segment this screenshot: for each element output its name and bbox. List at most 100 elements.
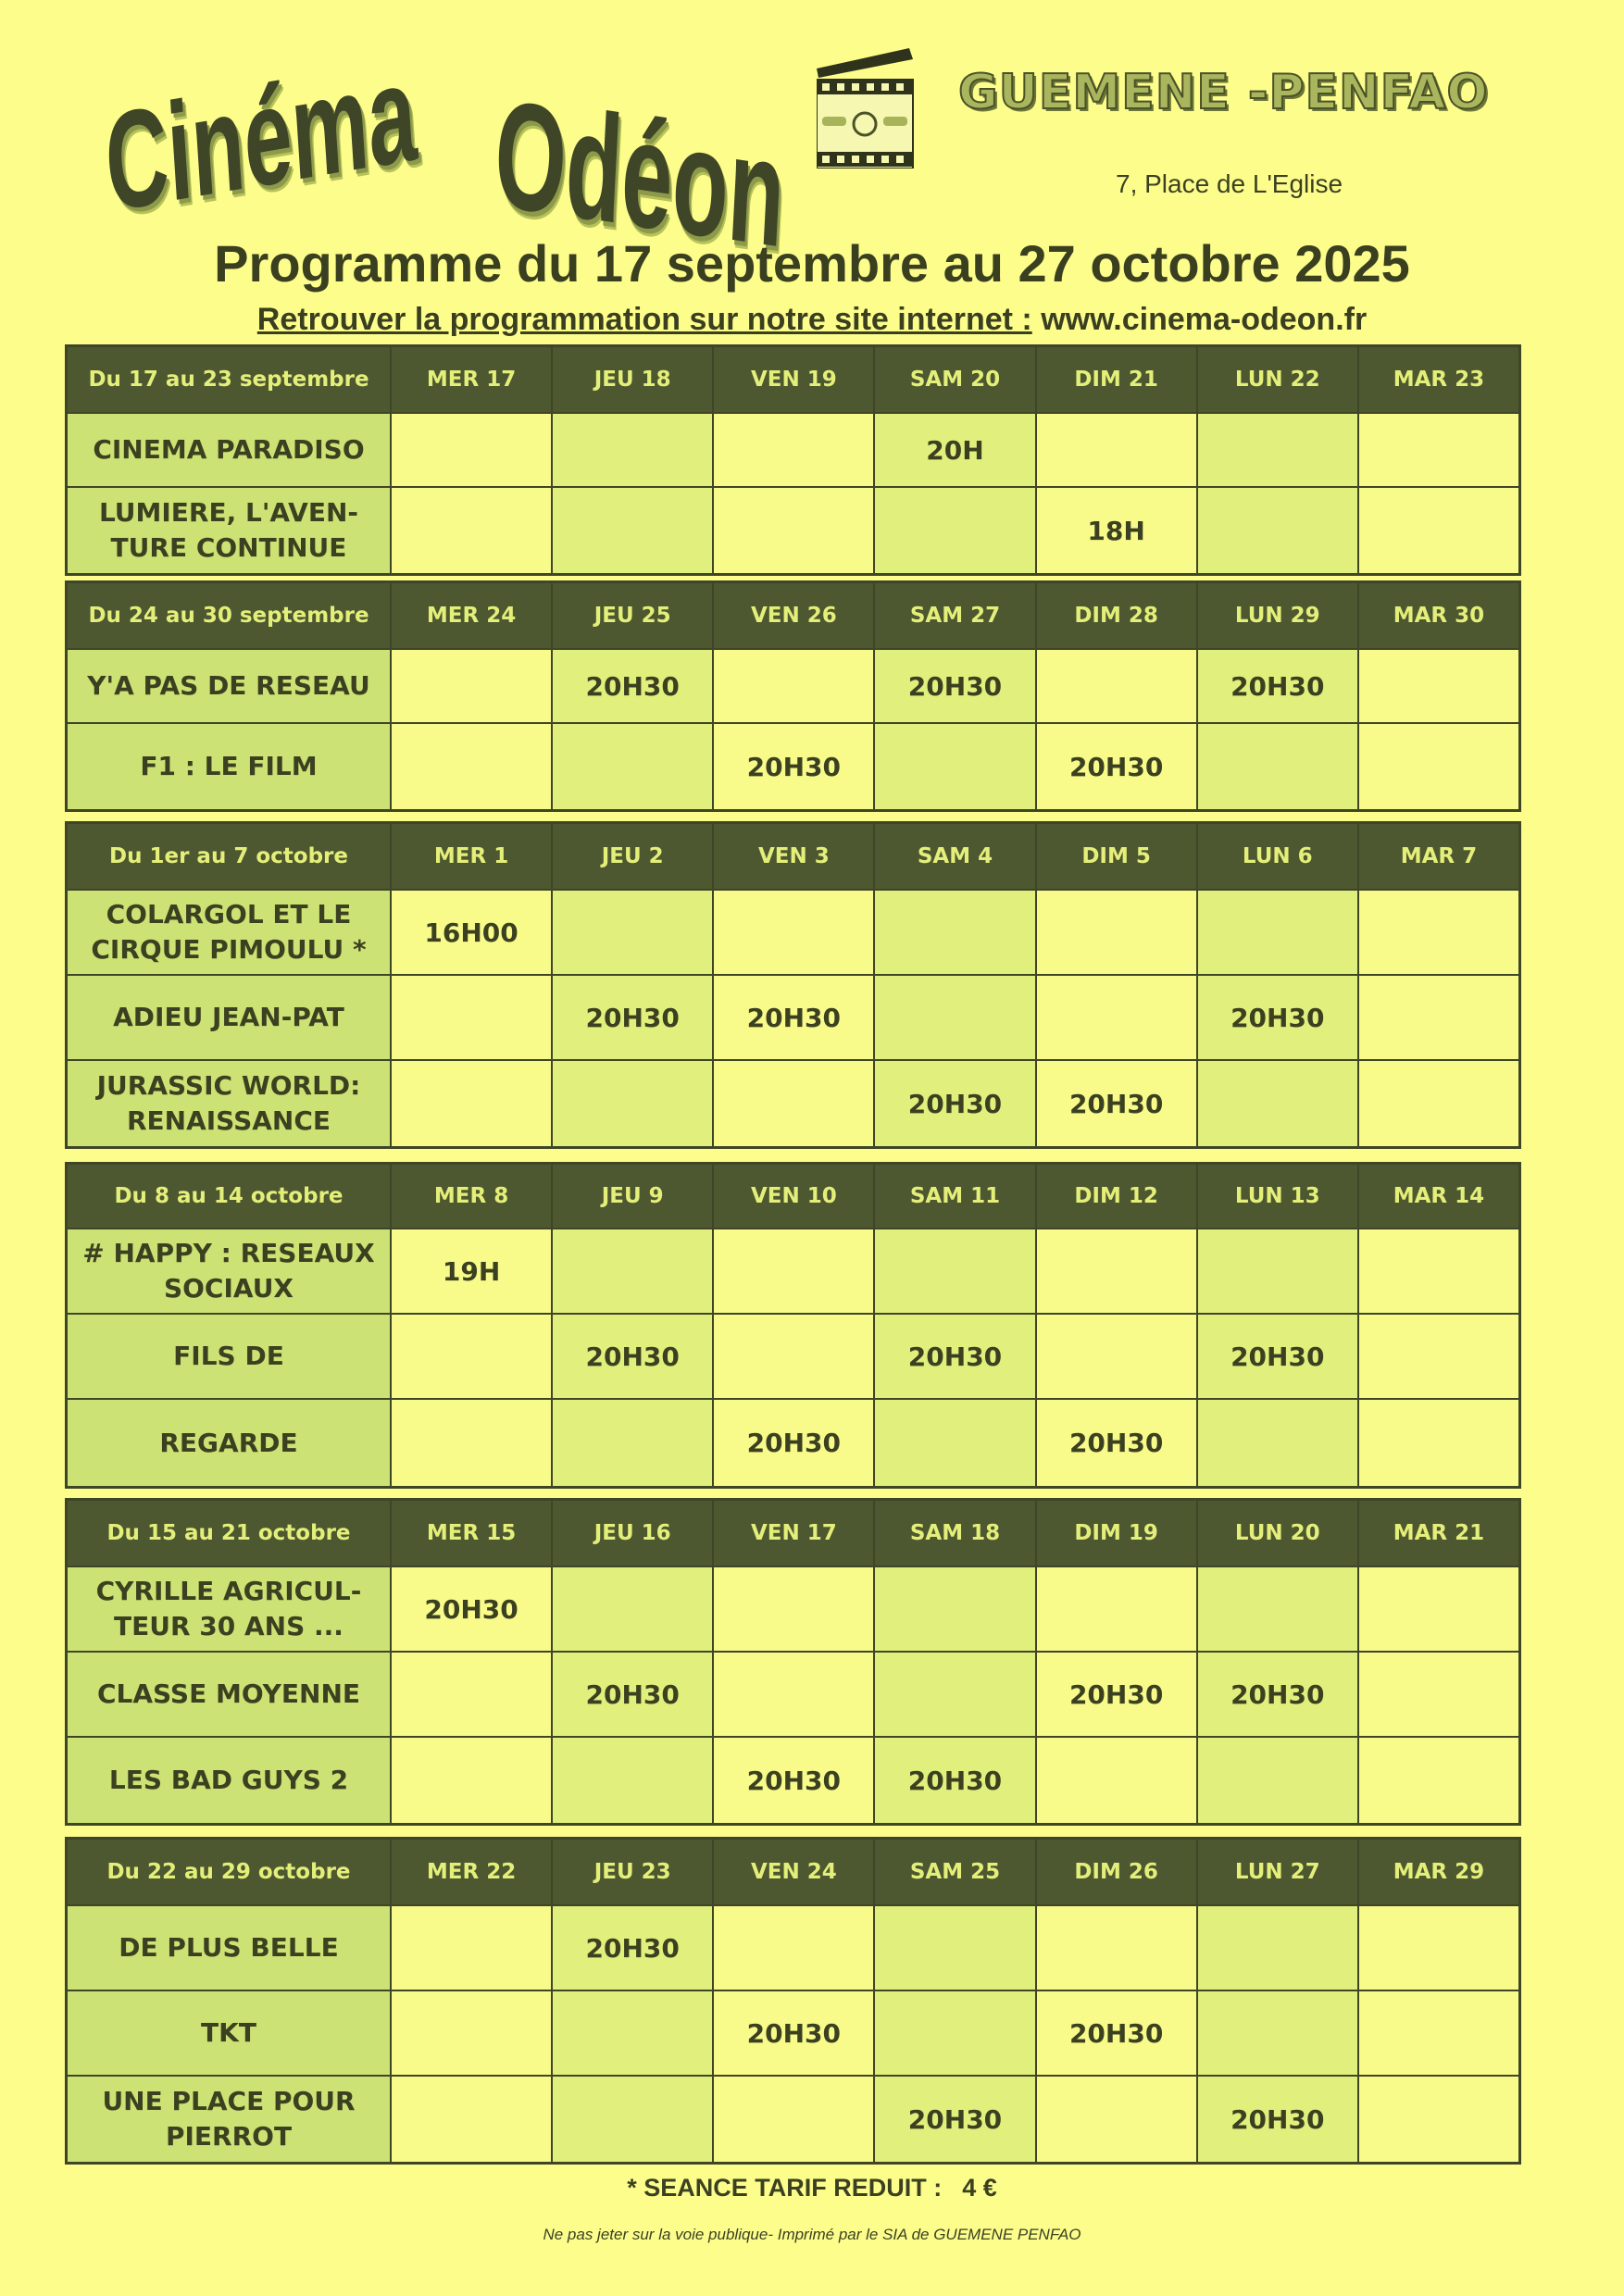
film-title: TKT xyxy=(68,1991,392,2077)
film-title: LUMIERE, L'AVEN- TURE CONTINUE xyxy=(68,488,392,573)
film-row: REGARDE 20H30 20H30 xyxy=(68,1400,1518,1486)
day-header: MER 8 xyxy=(392,1165,554,1229)
week-header-row: Du 8 au 14 octobre MER 8 JEU 9 VEN 10 SAM 11… xyxy=(68,1165,1518,1229)
film-row: TKT 20H30 20H30 xyxy=(68,1991,1518,2077)
film-title: CINEMA PARADISO xyxy=(68,414,392,488)
day-header: JEU 16 xyxy=(553,1501,715,1567)
showtime-cell xyxy=(1197,1567,1359,1653)
day-header: VEN 24 xyxy=(714,1840,876,1906)
showtime-cell xyxy=(392,1400,554,1486)
film-row: UNE PLACE POUR PIERROT 20H30 20H30 xyxy=(68,2077,1518,2162)
film-title: UNE PLACE POUR PIERROT xyxy=(68,2077,392,2162)
showtime-cell: 20H30 xyxy=(714,976,876,1061)
showtime-cell xyxy=(553,414,715,488)
film-row: CINEMA PARADISO 20H xyxy=(68,414,1518,488)
showtime-cell xyxy=(875,1567,1037,1653)
day-header: MAR 21 xyxy=(1358,1501,1518,1567)
day-header: LUN 6 xyxy=(1197,824,1359,891)
film-title: COLARGOL ET LE CIRQUE PIMOULU * xyxy=(68,891,392,976)
showtime-cell xyxy=(714,891,876,976)
day-header: JEU 2 xyxy=(553,824,715,891)
showtime-cell: 20H30 xyxy=(1036,1400,1198,1486)
week-table: Du 17 au 23 septembre MER 17 JEU 18 VEN 19 S… xyxy=(65,344,1521,576)
cinema-logo: Cinéma Odéon xyxy=(101,33,815,279)
showtime-cell xyxy=(553,891,715,976)
showtime-cell: 20H30 xyxy=(875,1315,1037,1400)
showtime-cell xyxy=(392,414,554,488)
showtime-cell xyxy=(1358,414,1518,488)
showtime-cell xyxy=(1358,1229,1518,1315)
showtime-cell: 20H30 xyxy=(1036,1653,1198,1738)
showtime-cell xyxy=(553,488,715,573)
showtime-cell xyxy=(553,1061,715,1146)
film-title: ADIEU JEAN-PAT xyxy=(68,976,392,1061)
day-header: MAR 14 xyxy=(1358,1165,1518,1229)
day-header: SAM 25 xyxy=(875,1840,1037,1906)
website-link[interactable]: www.cinema-odeon.fr xyxy=(1041,302,1368,337)
showtime-cell: 19H xyxy=(392,1229,554,1315)
showtime-cell xyxy=(1036,414,1198,488)
showtime-cell: 20H30 xyxy=(553,650,715,724)
showtime-cell: 20H30 xyxy=(875,1061,1037,1146)
day-header: DIM 19 xyxy=(1036,1501,1198,1567)
day-header: JEU 9 xyxy=(553,1165,715,1229)
showtime-cell xyxy=(1197,1991,1359,2077)
showtime-cell xyxy=(714,488,876,573)
town-name: GUEMENE -PENFAO xyxy=(957,64,1489,121)
day-header: SAM 18 xyxy=(875,1501,1037,1567)
day-header: MAR 23 xyxy=(1358,347,1518,414)
day-header: SAM 20 xyxy=(875,347,1037,414)
week-header-row: Du 15 au 21 octobre MER 15 JEU 16 VEN 17 SAM… xyxy=(68,1501,1518,1567)
showtime-cell xyxy=(1358,1906,1518,1991)
showtime-cell xyxy=(392,488,554,573)
showtime-cell: 20H30 xyxy=(553,1315,715,1400)
showtime-cell xyxy=(1358,891,1518,976)
page-title: Programme du 17 septembre au 27 octobre … xyxy=(214,234,1410,293)
showtime-cell: 20H30 xyxy=(1197,976,1359,1061)
day-header: MAR 7 xyxy=(1358,824,1518,891)
day-header: JEU 18 xyxy=(553,347,715,414)
showtime-cell xyxy=(714,650,876,724)
showtime-cell: 20H30 xyxy=(553,976,715,1061)
day-header: LUN 29 xyxy=(1197,583,1359,650)
showtime-cell xyxy=(553,1738,715,1823)
showtime-cell xyxy=(714,1653,876,1738)
showtime-cell xyxy=(1036,976,1198,1061)
showtime-cell: 20H30 xyxy=(875,2077,1037,2162)
film-row: FILS DE 20H30 20H30 20H30 xyxy=(68,1315,1518,1400)
showtime-cell xyxy=(392,976,554,1061)
showtime-cell xyxy=(875,891,1037,976)
showtime-cell: 20H30 xyxy=(1036,1061,1198,1146)
day-header: DIM 21 xyxy=(1036,347,1198,414)
showtime-cell: 20H30 xyxy=(1197,2077,1359,2162)
day-header: DIM 5 xyxy=(1036,824,1198,891)
showtime-cell xyxy=(392,1061,554,1146)
showtime-cell xyxy=(553,724,715,809)
showtime-cell xyxy=(1358,1400,1518,1486)
showtime-cell xyxy=(392,1315,554,1400)
showtime-cell xyxy=(1036,1906,1198,1991)
showtime-cell xyxy=(392,1906,554,1991)
reduced-price-note: * SEANCE TARIF REDUIT : 4 € xyxy=(0,2174,1624,2202)
film-row: LES BAD GUYS 2 20H30 20H30 xyxy=(68,1738,1518,1823)
day-header: LUN 13 xyxy=(1197,1165,1359,1229)
week-table: Du 22 au 29 octobre MER 22 JEU 23 VEN 24 SAM… xyxy=(65,1837,1521,2165)
showtime-cell xyxy=(1197,1400,1359,1486)
week-table: Du 24 au 30 septembre MER 24 JEU 25 VEN 26 S… xyxy=(65,580,1521,812)
showtime-cell xyxy=(392,1738,554,1823)
showtime-cell xyxy=(714,2077,876,2162)
showtime-cell xyxy=(1036,1567,1198,1653)
showtime-cell xyxy=(1197,414,1359,488)
week-range: Du 1er au 7 octobre xyxy=(68,824,392,891)
day-header: VEN 17 xyxy=(714,1501,876,1567)
tarif-label: * SEANCE TARIF REDUIT : xyxy=(627,2174,943,2202)
day-header: SAM 11 xyxy=(875,1165,1037,1229)
film-row: # HAPPY : RESEAUX SOCIAUX 19H xyxy=(68,1229,1518,1315)
showtime-cell xyxy=(1197,1061,1359,1146)
showtime-cell xyxy=(553,1400,715,1486)
film-title: Y'A PAS DE RESEAU xyxy=(68,650,392,724)
day-header: VEN 3 xyxy=(714,824,876,891)
showtime-cell xyxy=(553,2077,715,2162)
showtime-cell xyxy=(1358,976,1518,1061)
